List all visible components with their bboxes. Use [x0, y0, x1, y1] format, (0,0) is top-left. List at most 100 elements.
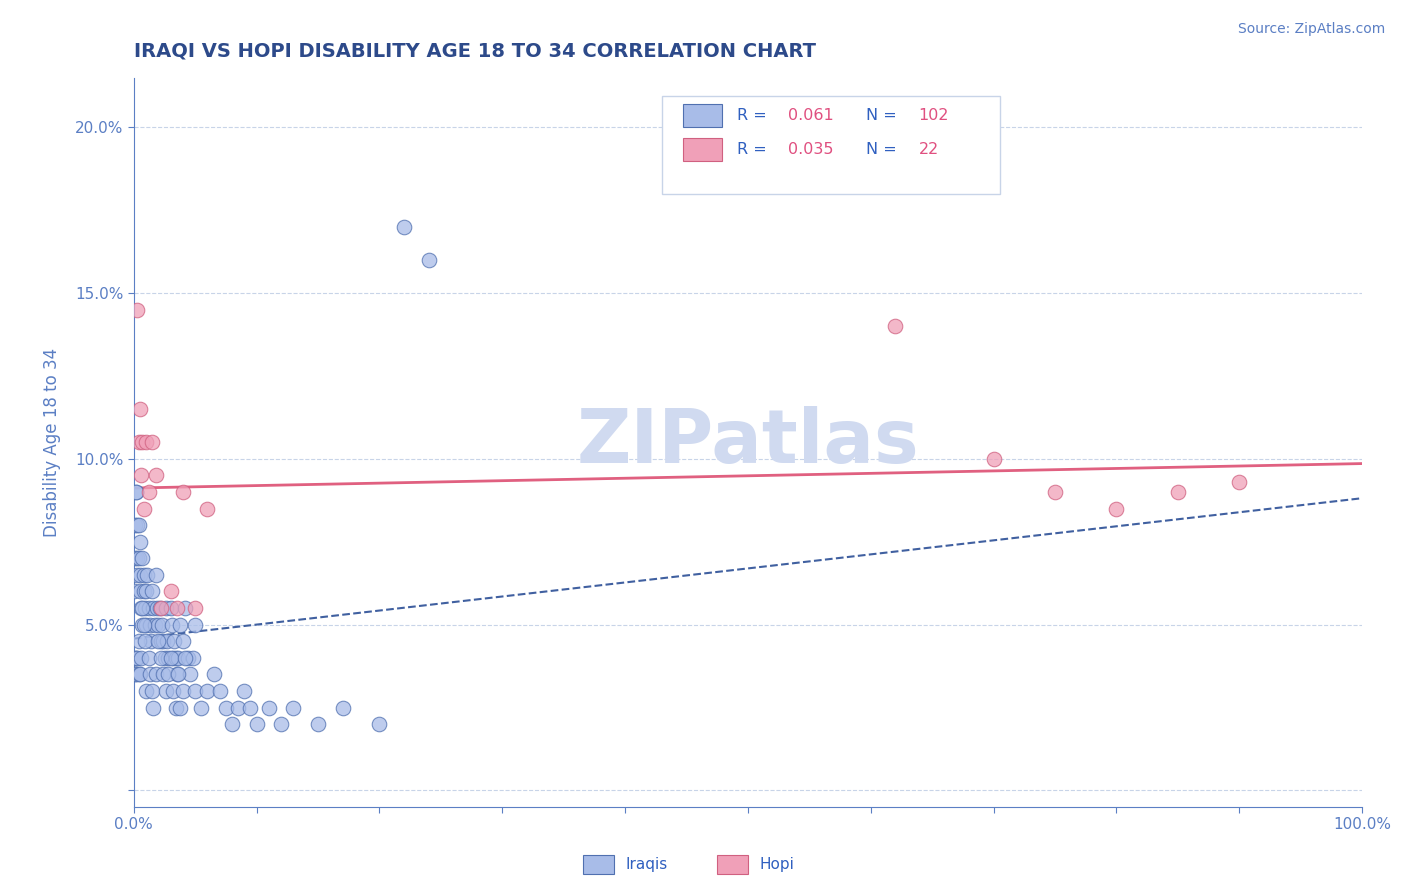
- Point: [270, 717, 292, 731]
- Point: [983, 451, 1005, 466]
- Point: [128, 551, 150, 566]
- Point: [125, 650, 148, 665]
- Text: Iraqis: Iraqis: [626, 857, 668, 871]
- Point: [165, 700, 187, 714]
- Point: [129, 601, 152, 615]
- Point: [149, 601, 172, 615]
- Point: [142, 700, 165, 714]
- Point: [156, 634, 179, 648]
- Point: [159, 601, 181, 615]
- Point: [226, 700, 249, 714]
- Point: [127, 650, 149, 665]
- Point: [139, 667, 162, 681]
- Point: [392, 219, 415, 234]
- Point: [148, 617, 170, 632]
- Point: [143, 617, 166, 632]
- Text: 0.035: 0.035: [789, 143, 834, 157]
- Point: [135, 435, 157, 450]
- Point: [125, 667, 148, 681]
- Point: [135, 617, 157, 632]
- Point: [124, 551, 146, 566]
- Point: [162, 684, 184, 698]
- Point: [129, 568, 152, 582]
- Point: [135, 684, 157, 698]
- Point: [132, 501, 155, 516]
- Point: [155, 684, 177, 698]
- Point: [172, 684, 194, 698]
- Point: [172, 634, 194, 648]
- Point: [181, 650, 204, 665]
- Point: [134, 601, 156, 615]
- Point: [127, 518, 149, 533]
- Point: [148, 634, 170, 648]
- Text: R =: R =: [737, 143, 766, 157]
- Point: [166, 667, 188, 681]
- Point: [167, 650, 190, 665]
- Point: [145, 667, 167, 681]
- Point: [141, 684, 163, 698]
- Point: [1105, 501, 1128, 516]
- Point: [153, 650, 176, 665]
- Point: [142, 601, 165, 615]
- Point: [124, 518, 146, 533]
- Point: [131, 617, 153, 632]
- Point: [136, 568, 159, 582]
- Point: [129, 534, 152, 549]
- Point: [146, 601, 169, 615]
- Point: [163, 634, 186, 648]
- Point: [129, 402, 152, 417]
- Point: [129, 650, 152, 665]
- Text: 0.061: 0.061: [789, 108, 834, 123]
- Point: [139, 617, 162, 632]
- Point: [1043, 485, 1066, 500]
- Point: [129, 667, 152, 681]
- Point: [169, 617, 191, 632]
- Text: 22: 22: [918, 143, 939, 157]
- Point: [169, 700, 191, 714]
- Point: [884, 319, 907, 334]
- Point: [166, 601, 188, 615]
- Point: [307, 717, 329, 731]
- Point: [174, 601, 197, 615]
- Text: IRAQI VS HOPI DISABILITY AGE 18 TO 34 CORRELATION CHART: IRAQI VS HOPI DISABILITY AGE 18 TO 34 CO…: [134, 42, 815, 61]
- Point: [418, 252, 440, 267]
- Point: [167, 667, 190, 681]
- Point: [152, 667, 174, 681]
- Point: [197, 684, 219, 698]
- Point: [239, 700, 262, 714]
- Text: ZIPatlas: ZIPatlas: [576, 406, 920, 479]
- Point: [184, 601, 207, 615]
- Point: [128, 634, 150, 648]
- Point: [127, 568, 149, 582]
- Point: [145, 568, 167, 582]
- Point: [122, 584, 145, 599]
- Point: [135, 584, 157, 599]
- Point: [165, 650, 187, 665]
- Point: [132, 568, 155, 582]
- Point: [132, 584, 155, 599]
- Point: [172, 485, 194, 500]
- Point: [128, 667, 150, 681]
- Point: [131, 601, 153, 615]
- Point: [159, 650, 181, 665]
- Point: [174, 650, 197, 665]
- Point: [246, 717, 269, 731]
- Point: [149, 601, 172, 615]
- Point: [141, 435, 163, 450]
- Point: [138, 650, 160, 665]
- Point: [138, 485, 160, 500]
- FancyBboxPatch shape: [683, 103, 723, 128]
- Point: [202, 667, 225, 681]
- FancyBboxPatch shape: [683, 138, 723, 161]
- Point: [184, 617, 207, 632]
- Point: [221, 717, 243, 731]
- Point: [127, 551, 149, 566]
- Point: [128, 435, 150, 450]
- Point: [138, 601, 160, 615]
- Point: [177, 650, 200, 665]
- Point: [155, 601, 177, 615]
- Text: R =: R =: [737, 108, 766, 123]
- Point: [124, 667, 146, 681]
- Text: 102: 102: [918, 108, 949, 123]
- Point: [131, 435, 153, 450]
